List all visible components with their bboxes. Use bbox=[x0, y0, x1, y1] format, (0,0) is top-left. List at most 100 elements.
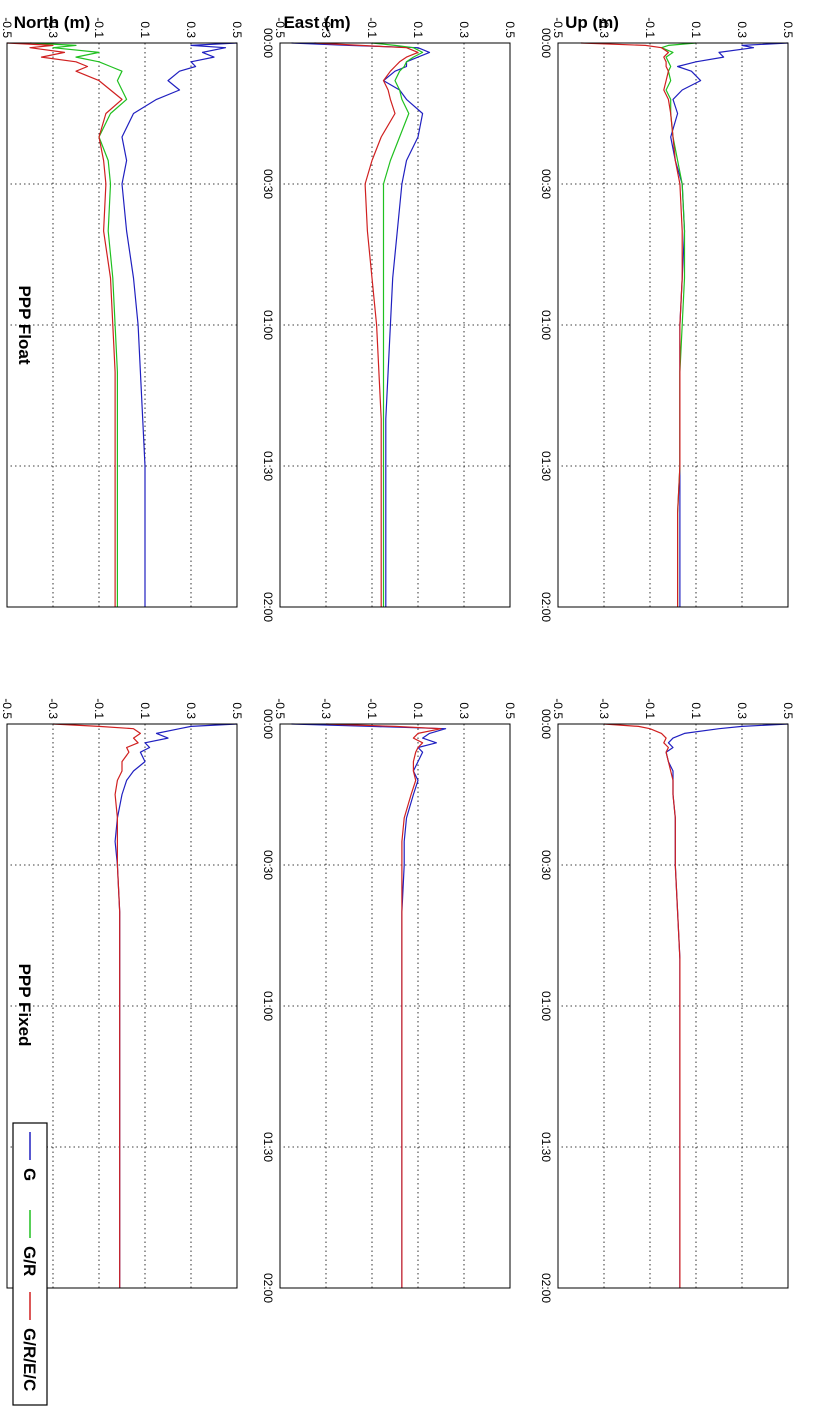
x-tick-label: 02:00 bbox=[0, 1273, 2, 1303]
ylabel-up: Up (m) bbox=[565, 13, 619, 32]
panel-float-east: 00:00 00:30 01:00 01:30 02:00 -0.5 -0.3 -0.1 0.1… bbox=[261, 17, 517, 622]
x-tick-label: 01:30 bbox=[539, 451, 553, 481]
y-tick-label: 0.3 bbox=[735, 702, 749, 719]
x-tick-label: 01:30 bbox=[0, 1132, 2, 1162]
y-tick-label: 0.1 bbox=[689, 21, 703, 38]
x-tick-label: 00:30 bbox=[261, 850, 275, 880]
x-tick-label: 02:00 bbox=[261, 592, 275, 622]
x-tick-label: 01:00 bbox=[0, 991, 2, 1021]
series-line-g-r-e-c bbox=[52, 723, 141, 1288]
y-tick-label: 0.3 bbox=[735, 21, 749, 38]
y-tick-label: -0.5 bbox=[0, 17, 14, 38]
panel-background bbox=[558, 724, 788, 1288]
x-tick-label: 00:30 bbox=[261, 169, 275, 199]
y-tick-label: 0.5 bbox=[503, 21, 517, 38]
y-tick-label: -0.5 bbox=[0, 698, 14, 719]
y-tick-label: 0.1 bbox=[138, 702, 152, 719]
x-tick-label: 00:30 bbox=[539, 850, 553, 880]
y-tick-label: 0.1 bbox=[411, 21, 425, 38]
y-tick-label: 0.3 bbox=[457, 702, 471, 719]
y-tick-label: -0.5 bbox=[551, 698, 565, 719]
panel-background bbox=[558, 43, 788, 607]
panel-float-up: 00:00 00:30 01:00 01:30 02:00 -0.5 -0.3 -0.1 0.1… bbox=[0, 17, 244, 622]
series-line-g-r-e-c bbox=[325, 723, 442, 1288]
panel-frame bbox=[557, 42, 789, 608]
x-tick-label: 01:00 bbox=[539, 991, 553, 1021]
x-tick-label: 00:00 bbox=[261, 28, 275, 58]
x-tick-label: 00:00 bbox=[0, 28, 2, 58]
y-tick-label: 0.3 bbox=[457, 21, 471, 38]
y-tick-label: -0.1 bbox=[92, 698, 106, 719]
y-tick-label: 0.3 bbox=[184, 21, 198, 38]
x-tick-label: 02:00 bbox=[0, 592, 2, 622]
legend-label-g-r-e-c: G/R/E/C bbox=[20, 1328, 39, 1391]
series-line-g-r-e-c bbox=[314, 42, 419, 607]
series-line-g bbox=[291, 42, 431, 607]
y-tick-label: 0.5 bbox=[781, 21, 795, 38]
x-tick-label: 01:30 bbox=[539, 1132, 553, 1162]
y-tick-label: -0.3 bbox=[597, 17, 611, 38]
y-tick-label: -0.3 bbox=[319, 698, 333, 719]
y-tick-label: 0.1 bbox=[411, 702, 425, 719]
x-tick-label: 00:00 bbox=[0, 709, 2, 739]
panel-float-north: 00:00 00:30 01:00 01:30 02:00 -0.5 -0.3 -0.1 0.1… bbox=[539, 17, 795, 622]
x-tick-label: 01:00 bbox=[261, 991, 275, 1021]
y-tick-label: -0.1 bbox=[365, 17, 379, 38]
x-tick-label: 02:00 bbox=[539, 592, 553, 622]
y-tick-label: -0.3 bbox=[46, 17, 60, 38]
legend: G G/R G/R/E/C bbox=[12, 1122, 48, 1406]
y-tick-label: 0.1 bbox=[138, 21, 152, 38]
y-tick-label: 0.3 bbox=[184, 702, 198, 719]
y-tick-label: -0.5 bbox=[273, 17, 287, 38]
legend-box bbox=[12, 1122, 48, 1406]
y-tick-label: -0.1 bbox=[643, 698, 657, 719]
series-line-g-r-e-c bbox=[603, 723, 681, 1288]
panel-frame bbox=[6, 723, 238, 1289]
ylabel-north: North (m) bbox=[14, 13, 90, 32]
x-tick-label: 00:00 bbox=[539, 28, 553, 58]
panel-background bbox=[7, 43, 237, 607]
y-tick-label: -0.1 bbox=[643, 17, 657, 38]
y-tick-label: -0.1 bbox=[365, 698, 379, 719]
panel-background bbox=[280, 43, 510, 607]
series-line-g-r-e-c bbox=[580, 42, 683, 607]
series-line-g bbox=[121, 42, 238, 607]
ylabel-east: East (m) bbox=[283, 13, 350, 32]
y-tick-label: -0.3 bbox=[597, 698, 611, 719]
panels-layer: 00:00 00:30 01:00 01:30 02:00 -0.5 -0.3 -0.1 0.1… bbox=[0, 17, 795, 1303]
panel-fixed-north: 00:00 00:30 01:00 01:30 02:00 -0.5 -0.3 -0.1 0.1… bbox=[539, 698, 795, 1303]
x-tick-label: 01:00 bbox=[0, 310, 2, 340]
x-tick-label: 00:30 bbox=[0, 850, 2, 880]
y-tick-label: -0.3 bbox=[319, 17, 333, 38]
y-tick-label: 0.5 bbox=[503, 702, 517, 719]
series-line-g-r bbox=[371, 42, 424, 607]
column-title-ppp-float: PPP Float bbox=[15, 285, 34, 364]
x-tick-label: 01:30 bbox=[0, 451, 2, 481]
x-tick-label: 02:00 bbox=[539, 1273, 553, 1303]
x-tick-label: 01:00 bbox=[261, 310, 275, 340]
panel-frame bbox=[557, 723, 789, 1289]
y-tick-label: -0.5 bbox=[273, 698, 287, 719]
x-tick-label: 01:30 bbox=[261, 1132, 275, 1162]
panel-frame bbox=[279, 42, 511, 608]
y-tick-label: 0.1 bbox=[689, 702, 703, 719]
x-tick-label: 01:00 bbox=[539, 310, 553, 340]
y-tick-label: 0.5 bbox=[230, 21, 244, 38]
y-tick-label: -0.5 bbox=[551, 17, 565, 38]
panel-fixed-up: 00:00 00:30 01:00 01:30 02:00 -0.5 -0.3 -0.1 0.1… bbox=[0, 698, 244, 1303]
series-line-g-r bbox=[29, 42, 128, 607]
x-tick-label: 00:00 bbox=[261, 709, 275, 739]
series-line-g-r-e-c bbox=[6, 42, 123, 607]
x-tick-label: 01:30 bbox=[261, 451, 275, 481]
x-tick-label: 00:30 bbox=[539, 169, 553, 199]
x-tick-label: 00:30 bbox=[0, 169, 2, 199]
x-tick-label: 02:00 bbox=[261, 1273, 275, 1303]
column-title-ppp-fixed: PPP Fixed bbox=[15, 964, 34, 1047]
panel-background bbox=[280, 724, 510, 1288]
y-tick-label: 0.5 bbox=[230, 702, 244, 719]
y-tick-label: -0.1 bbox=[92, 17, 106, 38]
panel-fixed-east: 00:00 00:30 01:00 01:30 02:00 -0.5 -0.3 -0.1 0.1… bbox=[261, 698, 517, 1303]
y-tick-label: -0.3 bbox=[46, 698, 60, 719]
panel-frame bbox=[6, 42, 238, 608]
